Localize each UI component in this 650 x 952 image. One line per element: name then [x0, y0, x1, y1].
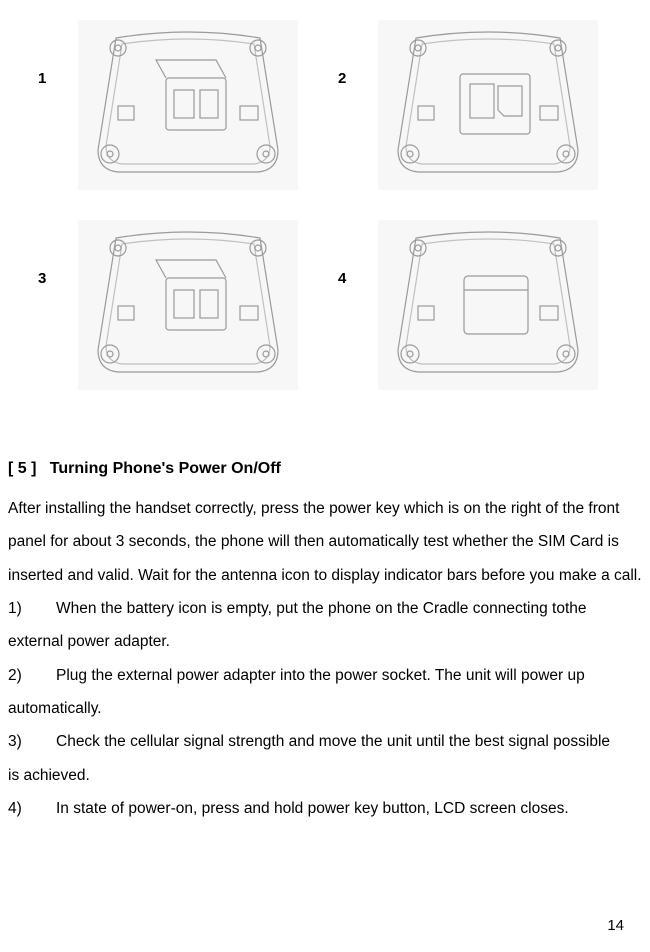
step-1-cont: external power adapter.	[8, 625, 642, 658]
step-3-cont: is achieved.	[8, 759, 642, 792]
step-1: 1) When the battery icon is empty, put t…	[8, 592, 642, 625]
step-text: Check the cellular signal strength and m…	[56, 725, 610, 758]
step-number: 2)	[8, 659, 56, 692]
step-number: 4)	[8, 792, 56, 825]
step-number: 3)	[8, 725, 56, 758]
figure-label-2: 2	[338, 20, 378, 190]
step-3: 3) Check the cellular signal strength an…	[8, 725, 642, 758]
step-2-cont: automatically.	[8, 692, 642, 725]
step-text: Plug the external power adapter into the…	[56, 659, 585, 692]
step-text: In state of power-on, press and hold pow…	[56, 792, 569, 825]
step-2: 2) Plug the external power adapter into …	[8, 659, 642, 692]
step-text: When the battery icon is empty, put the …	[56, 592, 587, 625]
step-number: 1)	[8, 592, 56, 625]
section-heading: [ 5 ] Turning Phone's Power On/Off	[8, 460, 642, 478]
body-text: After installing the handset correctly, …	[8, 492, 642, 825]
figure-image-3	[78, 220, 298, 390]
page-number: 14	[607, 917, 624, 934]
figure-label-3: 3	[38, 220, 78, 390]
figure-image-4	[378, 220, 598, 390]
intro-paragraph: After installing the handset correctly, …	[8, 492, 642, 592]
figure-image-2	[378, 20, 598, 190]
figure-image-1	[78, 20, 298, 190]
section-title: Turning Phone's Power On/Off	[50, 460, 281, 477]
figure-grid: 1 2	[38, 20, 642, 390]
section-number: [ 5 ]	[8, 460, 36, 477]
figure-label-4: 4	[338, 220, 378, 390]
step-4: 4) In state of power-on, press and hold …	[8, 792, 642, 825]
figure-label-1: 1	[38, 20, 78, 190]
